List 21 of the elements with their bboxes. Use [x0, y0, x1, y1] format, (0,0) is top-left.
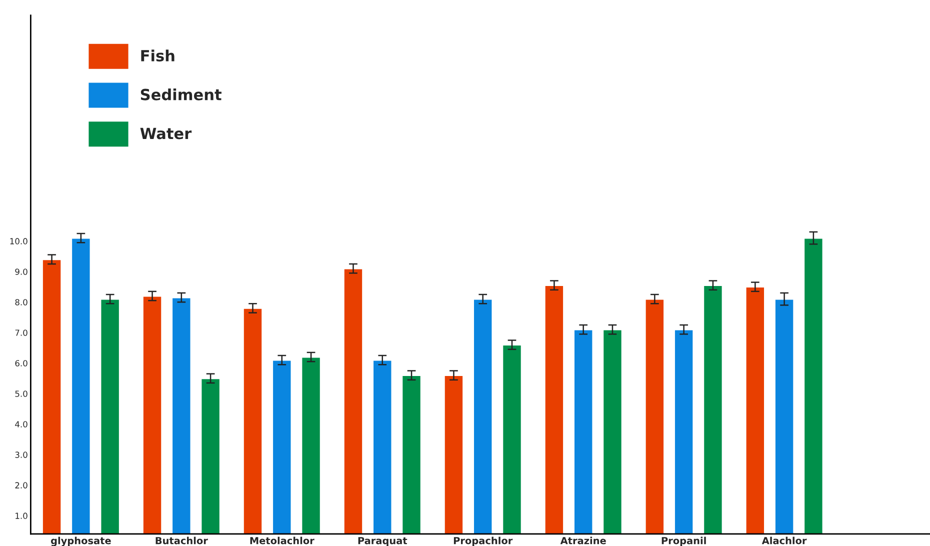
y-tick-label: 1.0: [16, 512, 28, 519]
legend-label: Sediment: [140, 88, 222, 100]
x-tick-label: Butachlor: [156, 536, 208, 544]
x-tick-label: Alachlor: [762, 536, 807, 544]
y-tick-label: 4.0: [15, 421, 28, 428]
y-tick-label: 7.0: [15, 330, 28, 336]
x-tick-label: Atrazine: [560, 536, 606, 544]
y-tick-label: 10.0: [10, 238, 28, 244]
x-tick-label: Paraquat: [358, 537, 408, 546]
legend-label: Fish: [141, 50, 174, 62]
y-tick-label: 2.0: [15, 482, 28, 488]
x-tick-label: Propachlor: [454, 536, 513, 546]
x-tick-label: glyphosate: [50, 536, 111, 546]
y-tick-label: 9.0: [15, 268, 28, 275]
legend-label: Water: [140, 128, 192, 140]
y-tick-label: 8.0: [15, 299, 28, 306]
x-tick-label: Metolachlor: [250, 536, 314, 544]
y-tick-label: 3.0: [15, 452, 28, 458]
y-tick-label: 6.0: [15, 360, 28, 366]
y-tick-label: 5.0: [15, 390, 28, 397]
x-tick-label: Propanil: [662, 536, 706, 546]
